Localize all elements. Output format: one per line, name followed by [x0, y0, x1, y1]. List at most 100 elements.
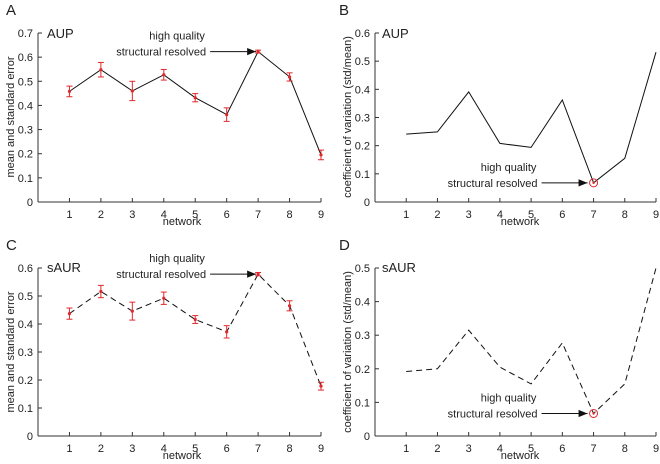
annotation-line-2: structural resolved: [116, 269, 206, 281]
data-point: [193, 317, 197, 322]
y-tick-label: 0.7: [18, 28, 33, 40]
x-tick-label: 2: [98, 209, 104, 221]
x-tick-label: 3: [466, 443, 472, 455]
y-tick-label: 0.5: [355, 56, 370, 68]
x-tick-label: 4: [497, 209, 503, 221]
y-tick-label: 0.3: [18, 125, 33, 137]
y-tick-label: 0.1: [355, 169, 370, 181]
x-axis-label: network: [501, 216, 540, 228]
x-tick-label: 7: [255, 209, 261, 221]
marked-point: [589, 408, 599, 418]
data-point: [99, 68, 103, 72]
y-axis-label: mean and standard error: [5, 291, 17, 412]
annotation-line-1: high quality: [149, 31, 205, 43]
data-point: [99, 289, 103, 294]
x-axis-label: network: [501, 450, 540, 462]
x-tick-label: 6: [224, 443, 230, 455]
x-tick-label: 1: [66, 209, 72, 221]
y-axis-label: mean and standard error: [5, 56, 17, 177]
y-tick-label: 0: [364, 197, 370, 209]
y-tick-label: 0.4: [355, 297, 370, 309]
panel-letter: D: [339, 237, 350, 254]
panel-letter: C: [6, 237, 17, 254]
panel-a: 0 0.1 0.2 0.3 0.4 0.5 0.6 0.7 1 2 3 4 5 6 7 8 9 network me…: [5, 2, 324, 228]
panel-b: 0 0.1 0.2 0.3 0.4 0.5 0.6 1 2 3 4 5 6 7 8 9 network coeff…: [339, 2, 659, 228]
data-point: [162, 73, 166, 77]
x-tick-label: 8: [286, 209, 292, 221]
y-tick-label: 0: [27, 431, 33, 443]
series-line: [406, 52, 657, 184]
annotation-line-1: high quality: [481, 392, 537, 404]
x-tick-label: 2: [434, 443, 440, 455]
x-tick-label: 9: [653, 209, 659, 221]
x-tick-label: 4: [161, 443, 167, 455]
y-tick-label: 0.5: [355, 263, 370, 275]
x-tick-label: 3: [129, 209, 135, 221]
y-tick-label: 0.6: [18, 52, 33, 64]
x-tick-label: 8: [622, 443, 628, 455]
panel-letter: B: [339, 2, 349, 19]
data-point: [287, 75, 292, 79]
y-tick-label: 0.3: [18, 347, 33, 359]
panel-c: 0 0.1 0.2 0.3 0.4 0.5 0.6 1 2 3 4 5 6 7 8 9 network mean …: [5, 237, 324, 462]
x-tick-label: 9: [653, 443, 659, 455]
x-tick-label: 5: [192, 443, 198, 455]
marked-point-center: [592, 412, 595, 415]
y-tick-label: 0.4: [18, 100, 33, 112]
y-tick-label: 0.2: [355, 364, 370, 376]
x-tick-label: 8: [622, 209, 628, 221]
data-point: [256, 49, 260, 54]
panel-title: sAUR: [382, 260, 416, 275]
series-line: [69, 273, 322, 387]
x-tick-label: 4: [497, 443, 503, 455]
x-tick-label: 2: [434, 209, 440, 221]
x-tick-label: 3: [129, 443, 135, 455]
annotation-line-2: structural resolved: [116, 47, 206, 59]
x-tick-label: 1: [403, 209, 409, 221]
panel-letter: A: [6, 2, 16, 19]
y-tick-label: 0: [27, 197, 33, 209]
x-tick-label: 9: [318, 443, 324, 455]
x-tick-label: 5: [528, 209, 534, 221]
x-axis-label: network: [163, 450, 202, 462]
y-axis-label: coefficient of variation (std/mean): [342, 36, 354, 198]
annotation-line-1: high quality: [481, 162, 537, 174]
data-point: [67, 89, 72, 94]
x-axis-label: network: [163, 216, 202, 228]
x-tick-label: 7: [255, 443, 261, 455]
x-tick-label: 8: [286, 443, 292, 455]
y-tick-label: 0.5: [18, 291, 33, 303]
y-tick-label: 0.6: [18, 263, 33, 275]
x-tick-label: 9: [318, 209, 324, 221]
y-tick-label: 0.3: [355, 330, 370, 342]
x-tick-label: 3: [466, 209, 472, 221]
x-tick-label: 5: [192, 209, 198, 221]
y-tick-label: 0.5: [18, 76, 33, 88]
y-tick-label: 0.4: [18, 319, 33, 331]
data-point: [287, 304, 292, 308]
data-point: [225, 330, 229, 334]
x-tick-label: 6: [224, 209, 230, 221]
data-point: [256, 272, 260, 276]
x-tick-label: 1: [66, 443, 72, 455]
x-tick-label: 2: [98, 443, 104, 455]
x-tick-label: 6: [559, 209, 565, 221]
y-tick-label: 0.1: [18, 403, 33, 415]
panel-d: 0 0.1 0.2 0.3 0.4 0.5 1 2 3 4 5 6 7 8 9 network coeffici…: [339, 237, 659, 462]
panel-title: AUP: [382, 26, 409, 41]
y-tick-label: 0.1: [355, 397, 370, 409]
data-point: [130, 89, 134, 93]
x-tick-label: 7: [590, 209, 596, 221]
panel-title: sAUR: [47, 260, 81, 275]
data-point: [130, 309, 134, 313]
y-tick-label: 0.4: [355, 84, 370, 96]
data-point: [225, 113, 229, 117]
annotation-line-1: high quality: [149, 253, 205, 265]
data-point: [67, 312, 72, 316]
y-tick-label: 0.2: [355, 141, 370, 153]
y-tick-label: 0.6: [355, 28, 370, 40]
y-tick-label: 0.1: [18, 173, 33, 185]
y-tick-label: 0: [364, 431, 370, 443]
x-tick-label: 6: [559, 443, 565, 455]
